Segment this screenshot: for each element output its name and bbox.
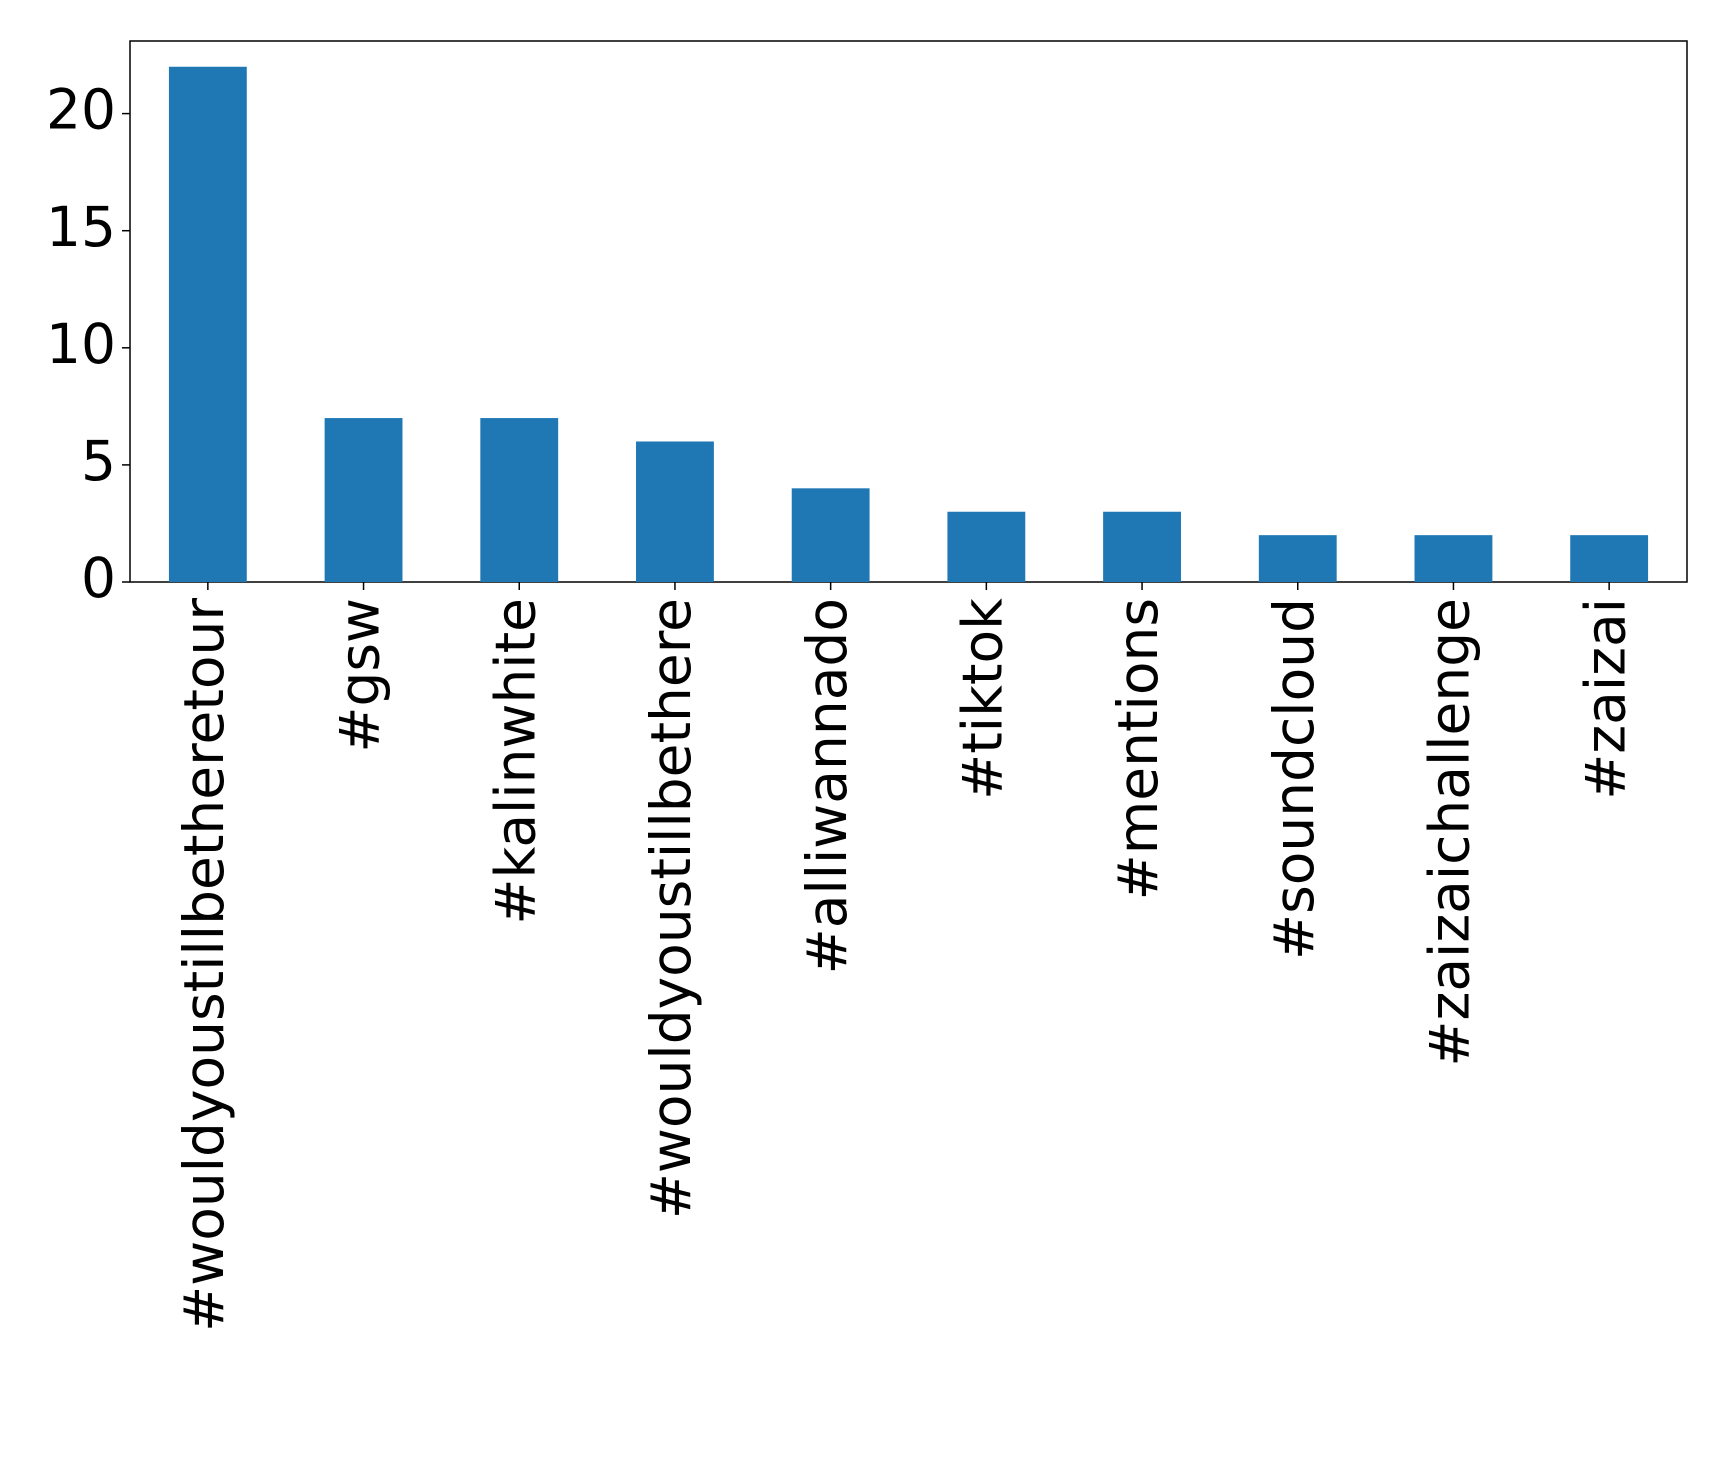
x-tick-label: #wouldyoustillbetheretour: [172, 598, 236, 1332]
x-tick-label: #zaizai: [1573, 598, 1637, 800]
y-tick-label: 15: [46, 195, 116, 259]
x-tick-label: #gsw: [328, 598, 392, 753]
bar: [1103, 511, 1181, 582]
plot-frame: [129, 40, 1688, 583]
x-tick-label: #zaizaichallenge: [1418, 598, 1482, 1067]
x-tick-label: #alliwannado: [795, 598, 859, 974]
bar: [1414, 535, 1493, 582]
x-tick-label: #wouldyoustillbethere: [639, 598, 703, 1219]
y-tick-label: 10: [46, 312, 116, 376]
y-tick-label: 0: [81, 546, 116, 610]
x-tick-label: #tiktok: [950, 598, 1014, 800]
y-tick-label: 20: [46, 78, 116, 142]
x-tick-label: #mentions: [1106, 598, 1170, 900]
bar: [324, 418, 403, 582]
bar: [1570, 535, 1649, 582]
y-tick-label: 5: [81, 429, 116, 493]
bar: [791, 488, 870, 582]
x-tick-label: #kalinwhite: [483, 598, 547, 925]
x-tick-label: #soundcloud: [1262, 598, 1326, 960]
bar: [480, 418, 559, 582]
bar: [1258, 535, 1337, 582]
bar: [636, 441, 714, 582]
bar: [947, 511, 1026, 582]
bar: [168, 66, 247, 582]
